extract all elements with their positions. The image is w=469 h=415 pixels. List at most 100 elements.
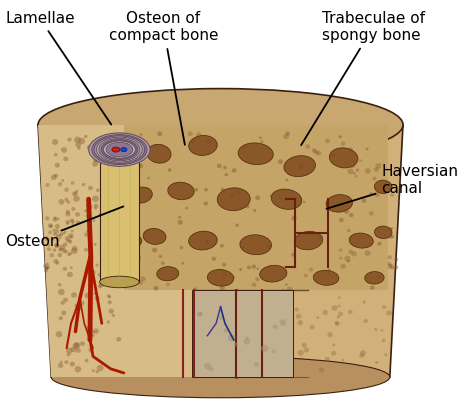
Circle shape	[251, 366, 257, 372]
Circle shape	[136, 256, 141, 260]
Circle shape	[87, 204, 92, 210]
Circle shape	[54, 153, 58, 156]
Circle shape	[66, 210, 70, 214]
Circle shape	[71, 292, 77, 298]
Circle shape	[374, 192, 380, 197]
Circle shape	[333, 344, 335, 347]
Circle shape	[364, 242, 368, 245]
Circle shape	[197, 312, 203, 317]
Circle shape	[390, 235, 394, 239]
Circle shape	[136, 188, 139, 190]
Circle shape	[288, 186, 292, 189]
Circle shape	[75, 212, 80, 217]
Circle shape	[85, 271, 89, 274]
Circle shape	[93, 219, 96, 222]
Circle shape	[376, 230, 380, 235]
Circle shape	[278, 187, 282, 190]
Circle shape	[77, 147, 81, 150]
Circle shape	[88, 214, 91, 217]
Ellipse shape	[284, 156, 316, 177]
Circle shape	[71, 347, 76, 352]
Circle shape	[69, 235, 73, 238]
Circle shape	[196, 132, 202, 138]
Circle shape	[222, 263, 226, 266]
Circle shape	[314, 195, 319, 199]
Circle shape	[297, 187, 302, 191]
Circle shape	[111, 248, 116, 253]
Circle shape	[65, 212, 70, 217]
Circle shape	[332, 305, 337, 311]
Circle shape	[356, 209, 362, 213]
Circle shape	[244, 146, 247, 149]
Circle shape	[87, 269, 89, 272]
Circle shape	[98, 273, 101, 276]
Circle shape	[316, 200, 321, 204]
Circle shape	[322, 202, 325, 206]
Ellipse shape	[99, 139, 140, 161]
Circle shape	[57, 217, 60, 220]
Ellipse shape	[104, 141, 135, 158]
Circle shape	[74, 137, 81, 143]
Ellipse shape	[189, 136, 217, 155]
Circle shape	[247, 266, 251, 269]
Circle shape	[348, 310, 353, 314]
Circle shape	[111, 219, 115, 223]
Circle shape	[381, 329, 384, 332]
Circle shape	[92, 369, 95, 372]
Circle shape	[78, 138, 85, 144]
Circle shape	[302, 342, 307, 347]
Circle shape	[68, 252, 72, 256]
Circle shape	[212, 308, 215, 310]
Circle shape	[67, 353, 70, 356]
Circle shape	[106, 259, 109, 262]
Circle shape	[45, 263, 49, 266]
Circle shape	[240, 206, 243, 209]
Circle shape	[72, 246, 78, 251]
Circle shape	[281, 289, 285, 293]
Circle shape	[375, 361, 378, 364]
Circle shape	[109, 183, 115, 188]
Circle shape	[267, 354, 273, 360]
Circle shape	[286, 132, 290, 136]
Circle shape	[103, 204, 107, 208]
Circle shape	[359, 225, 363, 229]
Circle shape	[315, 151, 318, 154]
Circle shape	[90, 145, 95, 150]
Ellipse shape	[217, 188, 250, 211]
Circle shape	[315, 197, 317, 199]
Circle shape	[381, 250, 384, 252]
Ellipse shape	[326, 195, 352, 212]
Circle shape	[202, 180, 205, 183]
Circle shape	[58, 199, 64, 205]
Circle shape	[259, 137, 262, 139]
Circle shape	[76, 305, 82, 311]
Ellipse shape	[92, 134, 147, 165]
Circle shape	[53, 259, 58, 264]
Circle shape	[274, 181, 279, 186]
Circle shape	[66, 239, 70, 242]
Circle shape	[220, 188, 225, 192]
Circle shape	[255, 195, 260, 200]
Circle shape	[219, 315, 224, 320]
Circle shape	[94, 243, 97, 246]
Circle shape	[208, 331, 214, 337]
Polygon shape	[38, 125, 403, 377]
Circle shape	[163, 193, 166, 195]
Circle shape	[368, 227, 372, 231]
Circle shape	[327, 332, 333, 337]
Circle shape	[84, 209, 88, 212]
Circle shape	[88, 186, 93, 190]
Circle shape	[75, 366, 81, 372]
Circle shape	[84, 232, 89, 237]
Circle shape	[73, 196, 80, 202]
Circle shape	[234, 342, 238, 346]
Circle shape	[106, 165, 109, 168]
Circle shape	[380, 239, 383, 242]
Circle shape	[167, 168, 172, 172]
Circle shape	[278, 159, 283, 164]
Circle shape	[52, 229, 54, 231]
Circle shape	[338, 296, 341, 299]
Circle shape	[106, 149, 112, 154]
Circle shape	[253, 187, 255, 189]
Circle shape	[232, 168, 236, 173]
